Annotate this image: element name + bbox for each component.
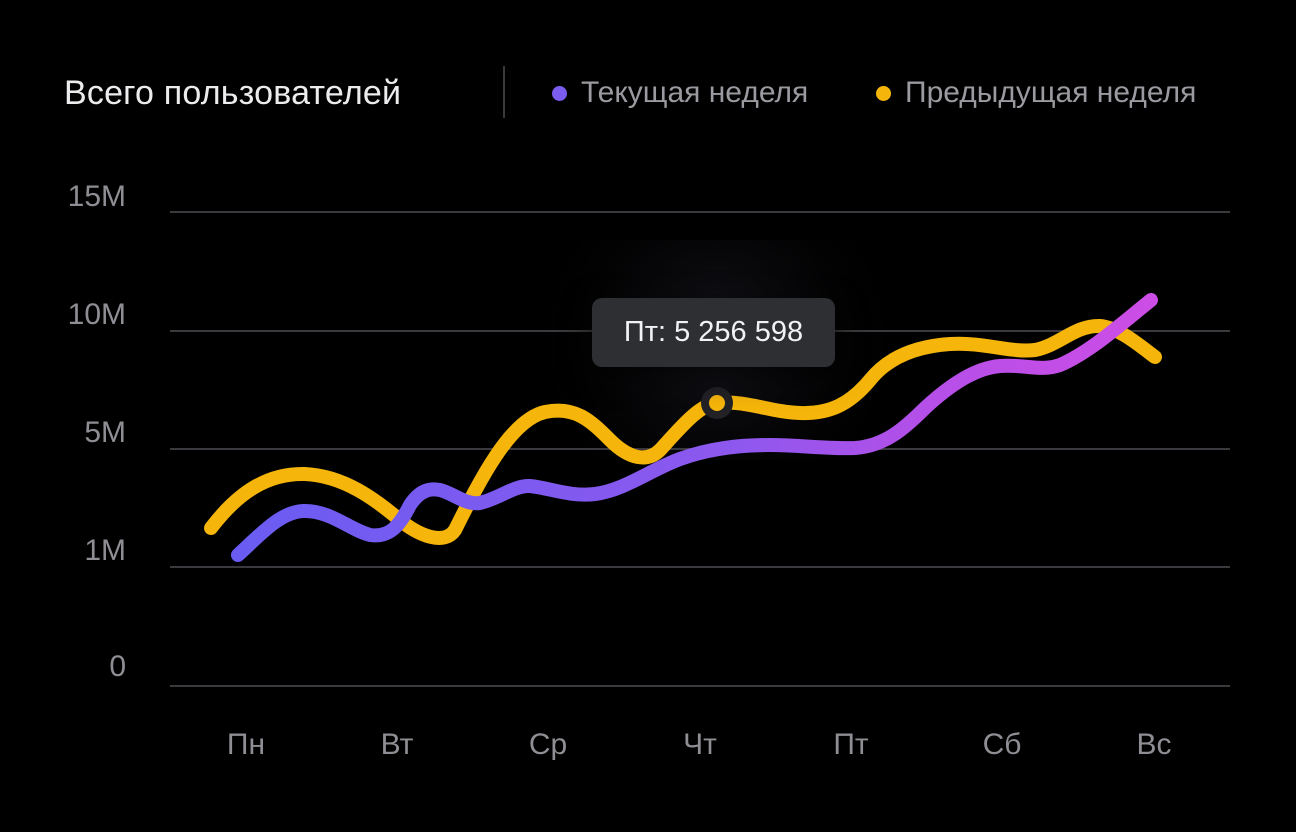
- legend-label: Предыдущая неделя: [905, 76, 1197, 109]
- y-tick-15m: 15M: [67, 180, 126, 213]
- y-tick-10m: 10M: [67, 298, 126, 331]
- y-tick-0: 0: [109, 650, 126, 683]
- data-tooltip: Пт: 5 256 598: [592, 298, 835, 367]
- series-current-week-line[interactable]: [231, 293, 1158, 562]
- data-point-marker[interactable]: [701, 387, 733, 419]
- y-tick-1m: 1M: [84, 534, 126, 567]
- x-tick-fri: Пт: [833, 728, 869, 761]
- series-previous-week-line[interactable]: [204, 319, 1162, 545]
- tooltip-text: Пт: 5 256 598: [623, 316, 804, 348]
- x-tick-sat: Сб: [982, 728, 1022, 761]
- x-tick-sun: Вс: [1136, 728, 1172, 761]
- legend-dot-icon: [876, 85, 891, 101]
- legend-label: Текущая неделя: [581, 76, 809, 109]
- x-tick-wed: Ср: [528, 728, 568, 761]
- x-tick-tue: Вт: [380, 728, 414, 761]
- y-tick-5m: 5M: [84, 416, 126, 449]
- chart-title: Всего пользователей: [64, 74, 402, 112]
- legend-item-current-week[interactable]: Текущая неделя: [552, 76, 808, 110]
- legend-dot-icon: [552, 85, 567, 101]
- x-tick-mon: Пн: [226, 728, 266, 761]
- header-divider: [503, 66, 505, 118]
- chart-header: Всего пользователей Текущая неделя Преды…: [0, 0, 1296, 150]
- x-tick-thu: Чт: [683, 728, 717, 761]
- legend-item-previous-week[interactable]: Предыдущая неделя: [876, 76, 1196, 110]
